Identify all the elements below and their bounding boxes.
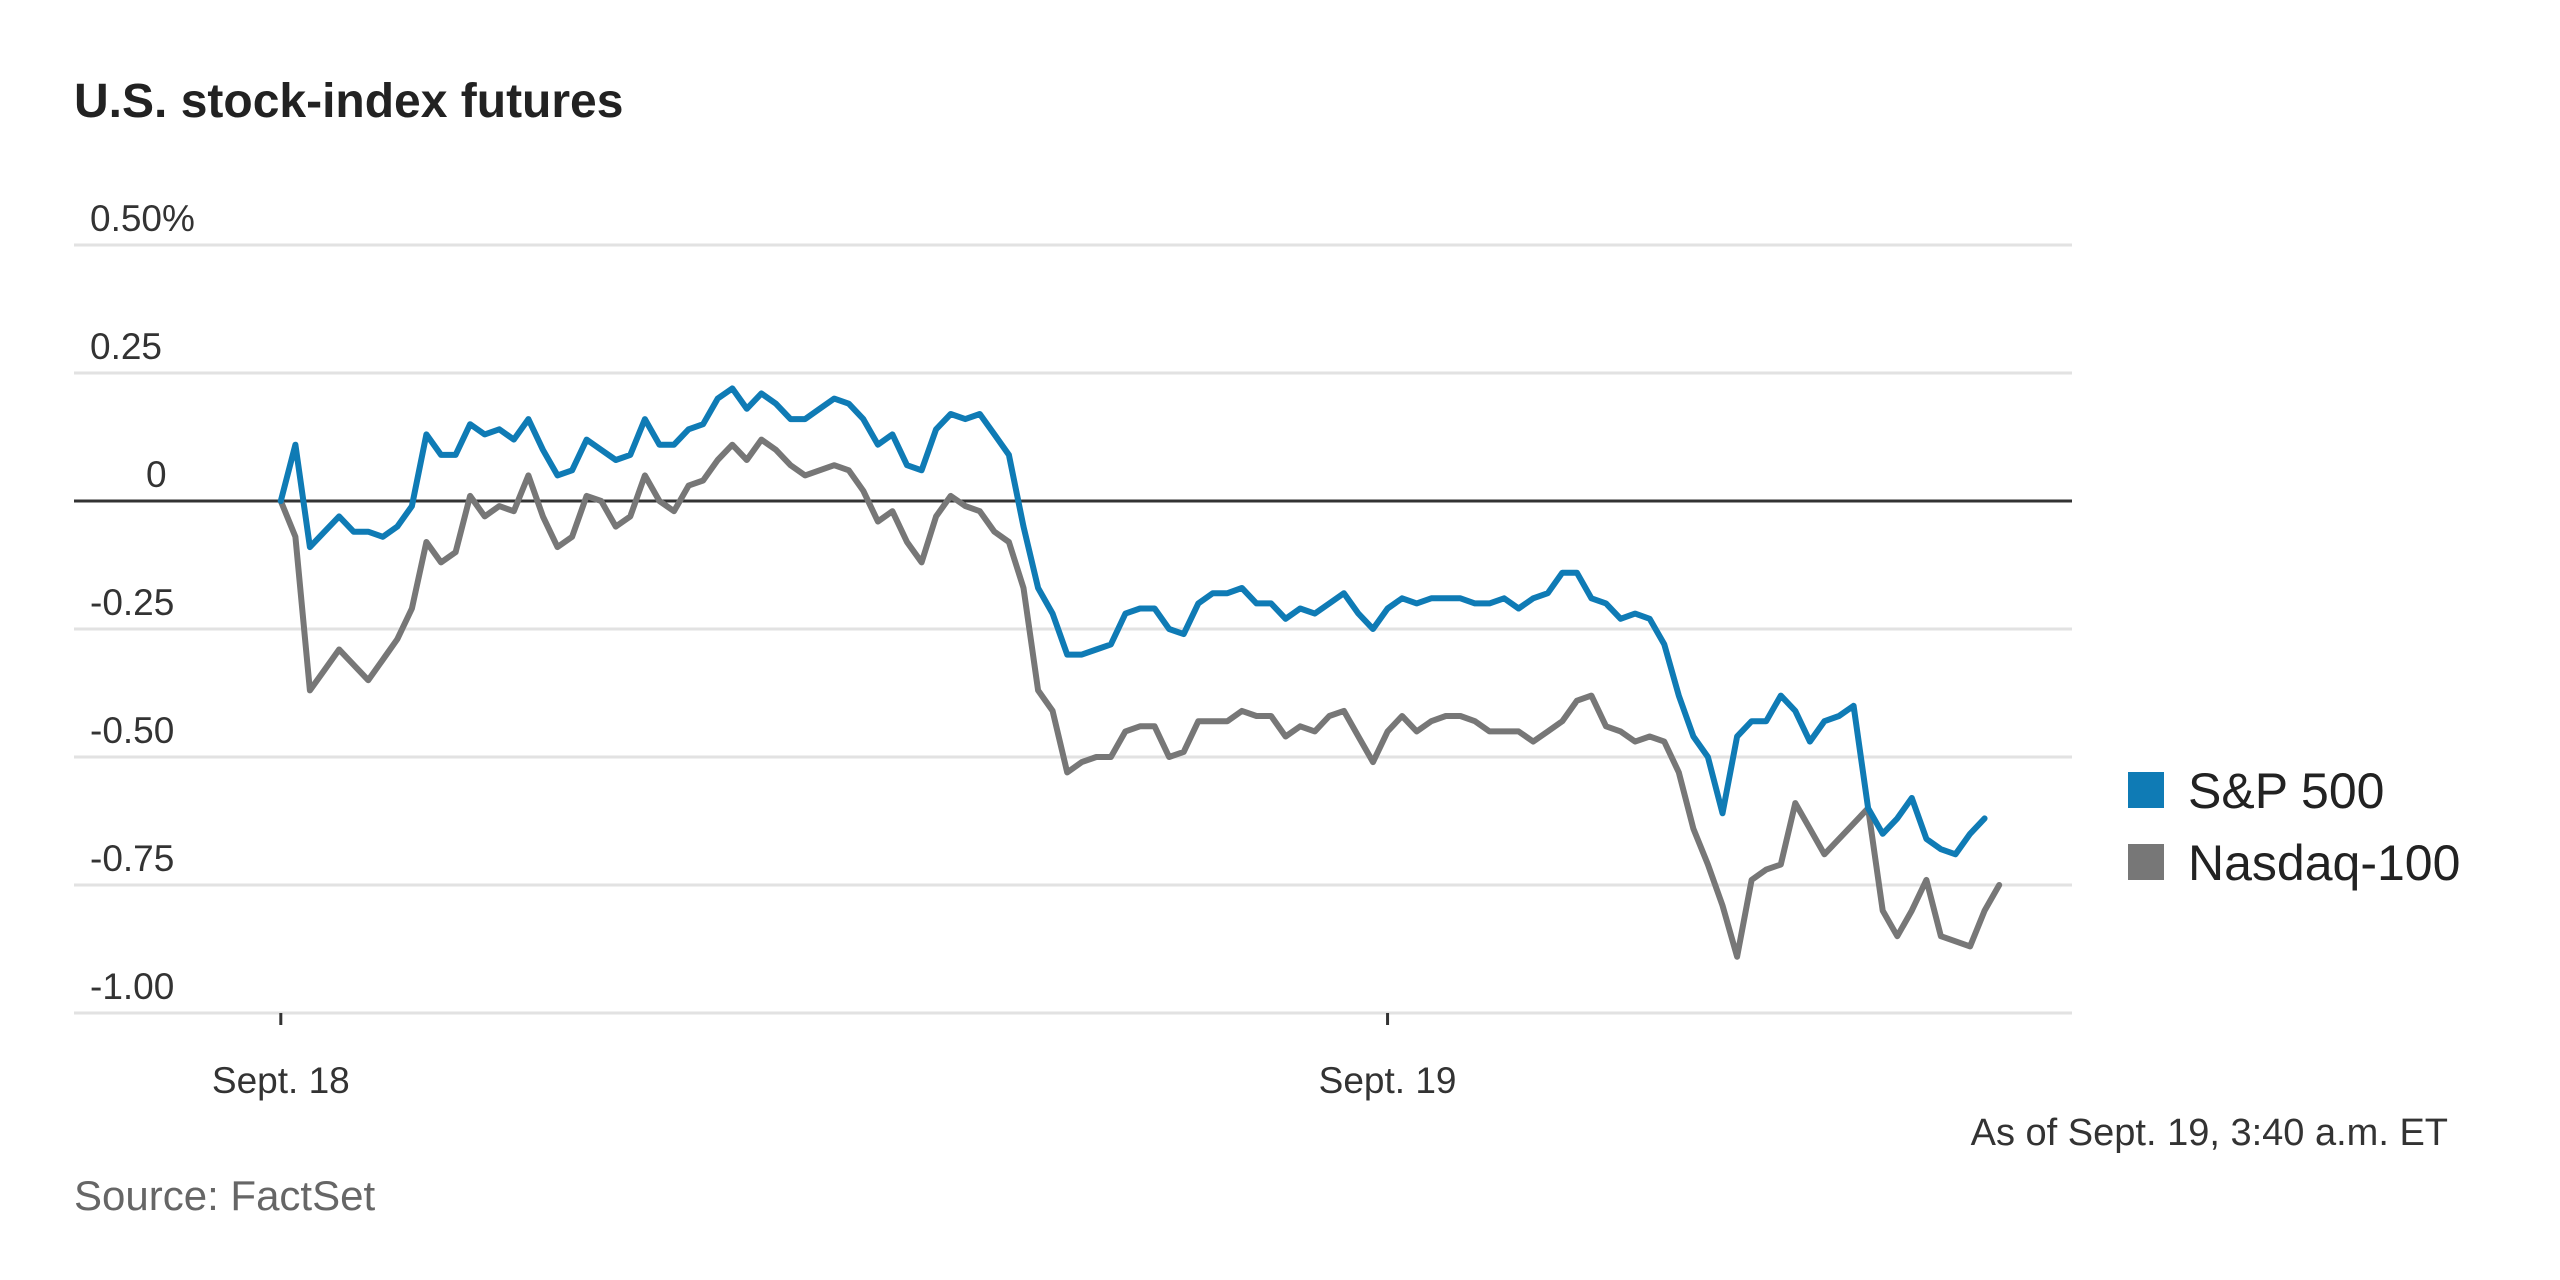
y-tick-label: -0.75 <box>90 838 174 879</box>
series-lines <box>277 385 2003 960</box>
as-of-note: As of Sept. 19, 3:40 a.m. ET <box>1970 1112 2448 1154</box>
series-line-s-p-500 <box>277 385 1988 858</box>
source-note: Source: FactSet <box>74 1172 376 1219</box>
x-tick-label: Sept. 19 <box>1319 1060 1457 1101</box>
series-line-nasdaq-100 <box>277 436 2003 960</box>
y-tick-label: 0 <box>146 454 167 495</box>
y-tick-label: -0.25 <box>90 582 174 623</box>
legend-swatch <box>2128 844 2164 880</box>
legend-label: S&P 500 <box>2188 763 2384 819</box>
x-axis: Sept. 18 Sept. 19 <box>212 1013 1457 1101</box>
x-tick-label: Sept. 18 <box>212 1060 350 1101</box>
gridlines <box>74 243 2072 1015</box>
y-tick-label: 0.50% <box>90 198 195 239</box>
legend: S&P 500 Nasdaq-100 <box>2128 763 2460 891</box>
legend-swatch <box>2128 772 2164 808</box>
y-tick-label: 0.25 <box>90 326 162 367</box>
y-tick-label: -1.00 <box>90 966 174 1007</box>
chart-title: U.S. stock-index futures <box>74 75 624 128</box>
legend-label: Nasdaq-100 <box>2188 835 2460 891</box>
y-tick-label: -0.50 <box>90 710 174 751</box>
y-axis-tick-labels: 0.50% 0.25 0 -0.25 -0.50 -0.75 -1.00 <box>90 198 195 1007</box>
